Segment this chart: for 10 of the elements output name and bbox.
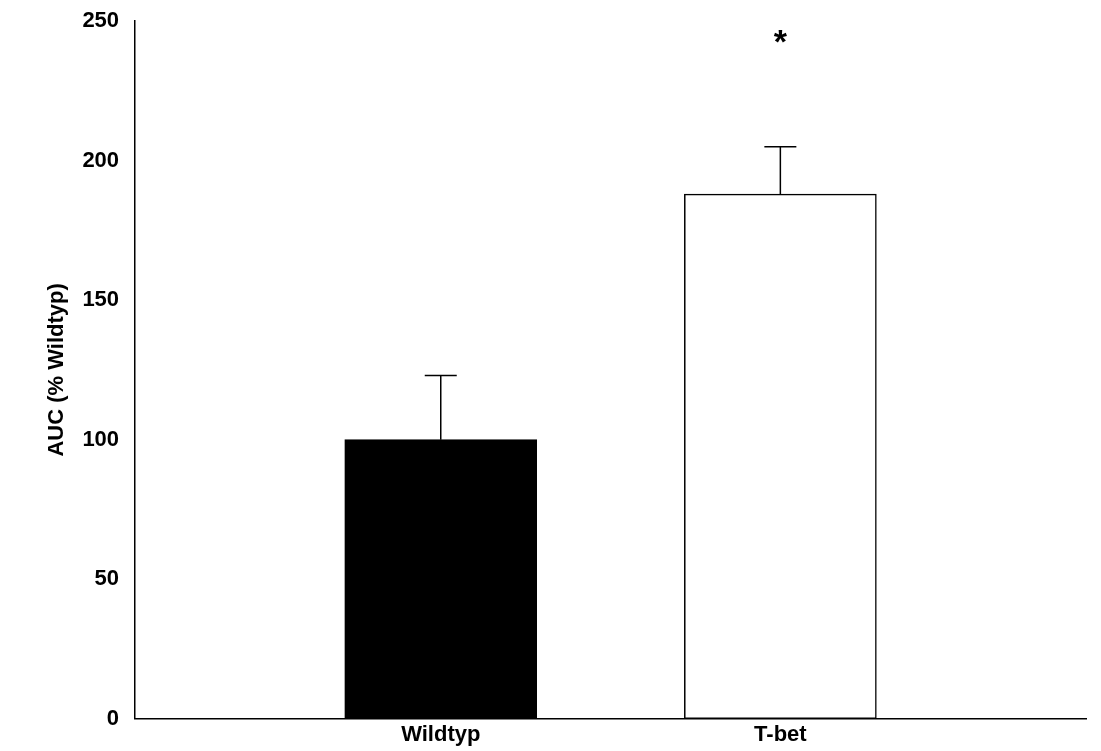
- y-tick-label: 100: [82, 425, 120, 451]
- annotation: *: [773, 21, 788, 60]
- y-tick-label: 0: [106, 704, 120, 730]
- y-tick-label: 50: [94, 565, 120, 591]
- y-tick-label: 250: [82, 7, 120, 33]
- y-tick-label: 200: [82, 146, 120, 172]
- y-axis-title: AUC (% Wildtyp): [43, 283, 69, 457]
- x-tick-label: T-bet: [754, 720, 808, 746]
- y-tick-label: 150: [82, 286, 120, 312]
- x-tick-label: Wildtyp: [401, 720, 481, 746]
